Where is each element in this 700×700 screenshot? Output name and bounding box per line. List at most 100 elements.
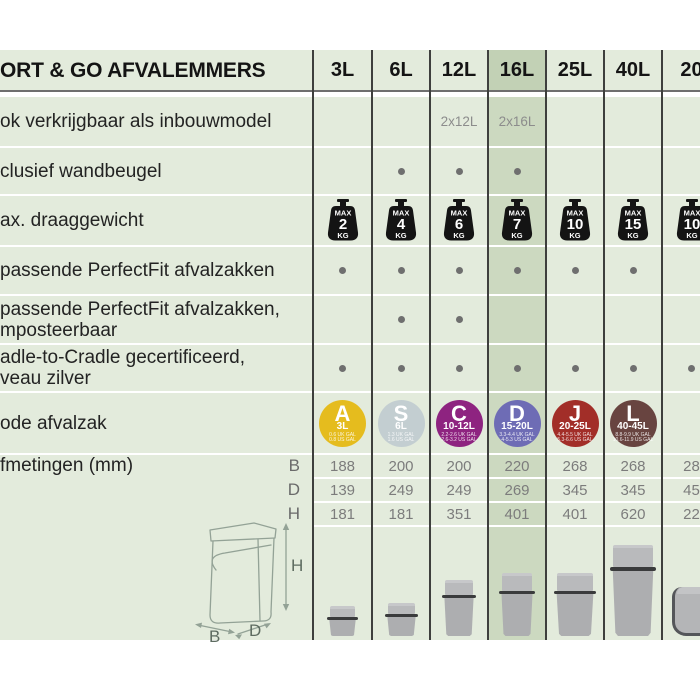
dim-value: 401	[504, 505, 530, 523]
dim-value: 28	[683, 457, 700, 475]
column-divider	[371, 50, 373, 640]
dim-value: 620	[620, 505, 646, 523]
feature-dot	[397, 167, 405, 175]
feature-dot	[513, 267, 521, 274]
feature-dot	[397, 316, 405, 323]
column-divider	[661, 50, 663, 640]
svg-text:10: 10	[567, 216, 584, 233]
column-header-25l: 25L	[557, 58, 593, 81]
svg-text:KG: KG	[453, 231, 464, 240]
feature-dot	[688, 364, 695, 372]
dim-value: 345	[620, 481, 646, 499]
feature-dot	[629, 267, 637, 274]
page-title: ORT & GO AFVALEMMERS	[0, 58, 266, 82]
comparison-table: ORT & GO AFVALEMMERS 3L 6L 12L 16L 25L 4…	[0, 50, 700, 643]
feature-dot	[455, 267, 463, 274]
feature-dot	[455, 316, 463, 323]
dim-value: 401	[562, 505, 588, 523]
row-wandbeugel: clusief wandbeugel	[0, 148, 700, 194]
column-divider	[429, 50, 431, 640]
dim-value: 22	[683, 505, 700, 523]
row-afmetingen: fmetingen (mm) B 188 200 200 220 268 268 …	[0, 455, 700, 643]
bin-image-25l	[554, 572, 596, 636]
dim-value: 249	[446, 481, 472, 499]
diagram-d-label: D	[249, 621, 261, 640]
dim-value: 268	[562, 457, 588, 475]
dim-value: 139	[329, 481, 356, 499]
row-label-composteerbaar: passende PerfectFit afvalzakken, mposteer…	[0, 298, 280, 341]
svg-text:MAX: MAX	[625, 209, 642, 218]
column-header-3l: 3L	[330, 58, 355, 81]
dims-subrow-b: fmetingen (mm) B 188 200 200 220 268 268 …	[0, 455, 700, 477]
svg-text:KG: KG	[686, 231, 697, 240]
bin-image-16l	[499, 572, 535, 636]
dim-value: 45	[683, 481, 700, 499]
diagram-b-label: B	[209, 627, 220, 643]
inbouw-value-12l: 2x12L	[440, 114, 478, 129]
svg-text:MAX: MAX	[683, 209, 700, 218]
svg-text:MAX: MAX	[334, 209, 351, 218]
svg-text:MAX: MAX	[567, 209, 584, 218]
dim-value: 268	[620, 457, 646, 475]
feature-dot	[571, 364, 579, 372]
table-header-row: ORT & GO AFVALEMMERS 3L 6L 12L 16L 25L 4…	[0, 50, 700, 92]
svg-text:10: 10	[683, 216, 700, 233]
column-divider	[603, 50, 605, 640]
bag-code-badge-s: S 6L 1.3 UK GAL 1.6 US GAL	[377, 399, 425, 447]
row-label-inbouwmodel: ok verkrijgbaar als inbouwmodel	[0, 111, 272, 132]
svg-text:15: 15	[625, 216, 642, 233]
feature-dot	[455, 167, 463, 175]
row-label-cradle: adle-to-Cradle gecertificeerd, veau zilve…	[0, 347, 246, 389]
row-code-afvalzak: ode afvalzak A 3L 0.6 UK GAL 0.8 US GAL S 6L…	[0, 393, 700, 453]
feature-dot	[397, 267, 405, 274]
dim-value: 220	[504, 457, 530, 475]
svg-text:KG: KG	[337, 231, 348, 240]
bin-image-builtin	[672, 587, 700, 636]
dim-value: 181	[329, 505, 356, 523]
dim-value: 345	[562, 481, 588, 499]
row-perfectfit-zakken: passende PerfectFit afvalzakken	[0, 247, 700, 294]
dims-subrow-d: D 139 249 249 269 345 345 45	[0, 479, 700, 501]
column-divider	[487, 50, 489, 640]
row-inbouwmodel: ok verkrijgbaar als inbouwmodel 2x12L 2x…	[0, 97, 700, 146]
inbouw-value-16l: 2x16L	[498, 114, 536, 129]
dim-letter-b: B	[288, 456, 300, 475]
column-header-6l: 6L	[389, 58, 413, 81]
svg-text:KG: KG	[511, 231, 522, 240]
row-label-wandbeugel: clusief wandbeugel	[0, 160, 162, 182]
dimension-diagram: H B D	[195, 522, 303, 643]
column-header-16l: 16L	[499, 58, 535, 81]
row-label-code-afvalzak: ode afvalzak	[0, 412, 107, 434]
column-header-40l: 40L	[615, 58, 651, 81]
product-images-strip: H B D	[0, 522, 700, 643]
column-divider	[312, 50, 314, 640]
dim-value: 200	[446, 457, 472, 475]
feature-dot	[455, 364, 463, 372]
row-perfectfit-composteerbaar: passende PerfectFit afvalzakken, mposteer…	[0, 296, 700, 343]
feature-dot	[339, 364, 346, 372]
dim-value: 249	[388, 481, 414, 499]
svg-text:4: 4	[397, 216, 406, 233]
column-header-20l: 20	[680, 58, 700, 81]
feature-dot	[339, 267, 346, 274]
row-cradle-to-cradle: adle-to-Cradle gecertificeerd, veau zilve…	[0, 345, 700, 391]
column-header-12l: 12L	[441, 58, 477, 81]
dim-value: 181	[388, 505, 414, 523]
feature-dot	[629, 364, 637, 372]
svg-text:7: 7	[513, 216, 521, 233]
bin-image-40l	[610, 545, 656, 636]
header-divider-gap	[0, 92, 700, 97]
row-label-afmetingen: fmetingen (mm)	[0, 455, 134, 476]
row-label-draaggewicht: ax. draaggewicht	[0, 210, 144, 231]
feature-dot	[397, 364, 405, 372]
dim-value: 269	[504, 481, 530, 499]
bin-image-12l	[442, 579, 476, 636]
row-label-perfectfit: passende PerfectFit afvalzakken	[0, 260, 275, 281]
svg-text:MAX: MAX	[451, 209, 468, 218]
